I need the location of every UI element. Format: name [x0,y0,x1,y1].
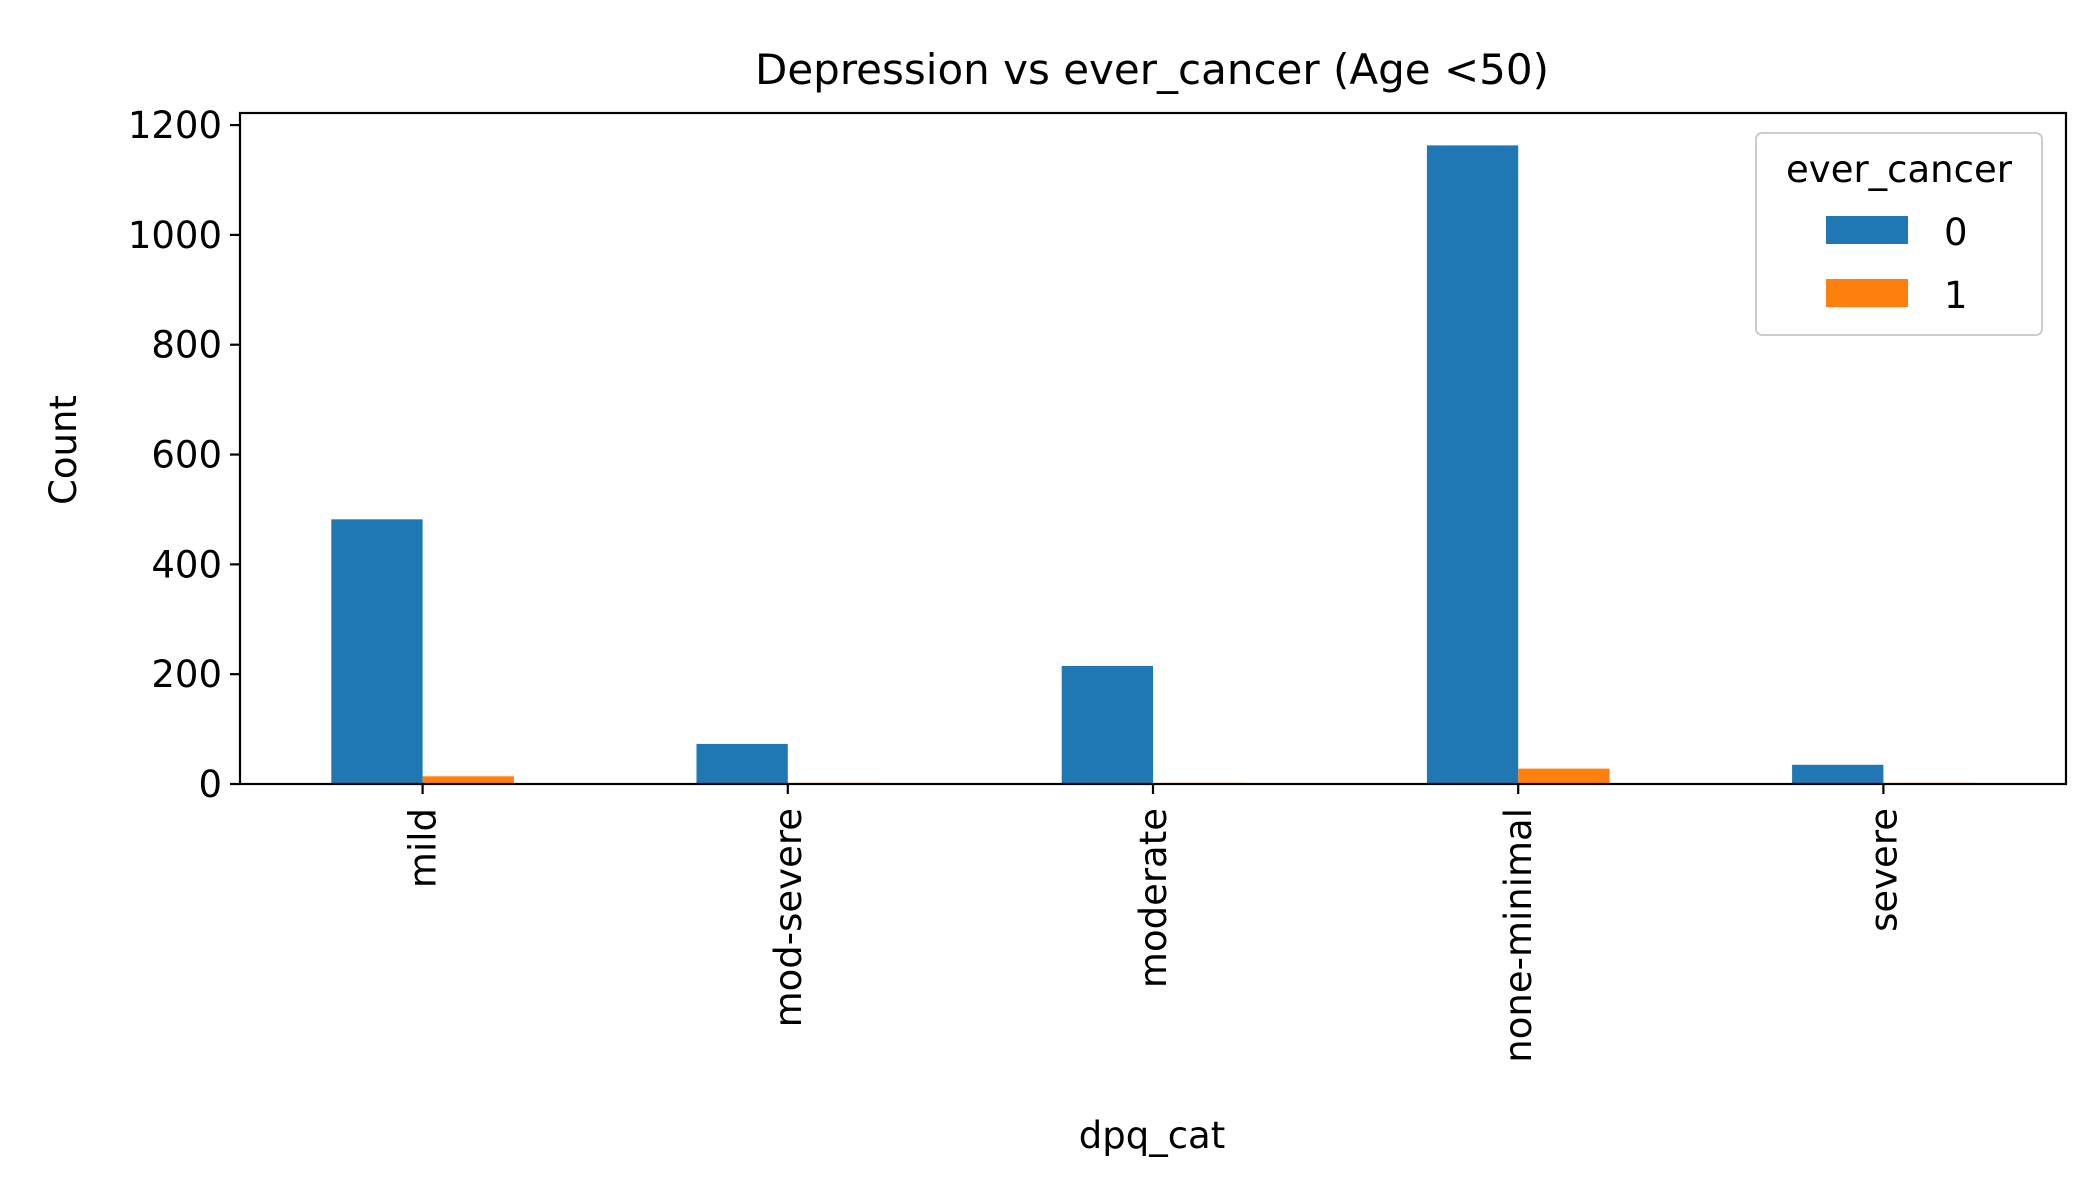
bar-mild-series-0 [331,519,423,784]
y-tick-label: 1200 [128,104,222,147]
y-tick-label: 400 [151,543,222,586]
bar-moderate-series-0 [1061,665,1153,784]
x-tick-label: none-minimal [1497,808,1540,1063]
y-axis-label: Count [42,395,85,505]
bars-group [331,145,1975,784]
bar-severe-series-0 [1792,764,1884,784]
legend: ever_cancer 01 [1755,132,2043,336]
x-tick-label: moderate [1132,808,1175,988]
y-tick-label: 1000 [128,214,222,257]
legend-swatch-0 [1826,216,1908,244]
bar-none-minimal-series-0 [1426,145,1519,784]
x-tick-label: mild [402,808,445,888]
legend-label-0: 0 [1944,211,1968,254]
y-tick-label: 200 [151,653,222,696]
legend-label-1: 1 [1944,274,1968,317]
bar-none-minimal-series-1 [1518,768,1610,784]
legend-swatch-1 [1826,279,1908,307]
y-tick-label: 800 [151,324,222,367]
bar-mod-severe-series-0 [696,743,788,784]
y-tick-label: 0 [198,763,222,806]
x-tick-label: mod-severe [767,808,810,1027]
x-axis: mild mod-severe moderate none-minimal severe [402,784,1905,1063]
x-axis-label: dpq_cat [1079,1114,1225,1157]
legend-title: ever_cancer [1786,148,2013,191]
chart-title: Depression vs ever_cancer (Age <50) [755,45,1549,94]
legend-entries: 01 [1826,211,1968,317]
y-axis: 0 200 400 600 800 1000 1200 [128,104,240,806]
bar-mild-series-1 [422,776,514,784]
x-tick-label: severe [1862,808,1905,932]
y-tick-label: 600 [151,434,222,477]
